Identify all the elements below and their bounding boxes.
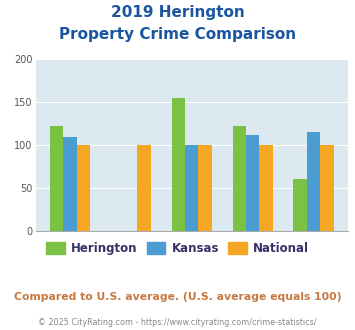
Text: © 2025 CityRating.com - https://www.cityrating.com/crime-statistics/: © 2025 CityRating.com - https://www.city… [38,318,317,327]
Bar [185,145,198,231]
Bar [320,145,334,231]
Bar [246,135,260,231]
Bar [294,179,307,231]
Text: Compared to U.S. average. (U.S. average equals 100): Compared to U.S. average. (U.S. average … [14,292,341,302]
Bar [307,132,320,231]
Bar [77,145,90,231]
Bar [260,145,273,231]
Bar [198,145,212,231]
Text: Property Crime Comparison: Property Crime Comparison [59,27,296,42]
Bar [137,145,151,231]
Bar [63,137,77,231]
Bar [233,126,246,231]
Legend: Herington, Kansas, National: Herington, Kansas, National [41,237,314,260]
Bar [50,126,63,231]
Bar [171,98,185,231]
Text: 2019 Herington: 2019 Herington [111,5,244,20]
